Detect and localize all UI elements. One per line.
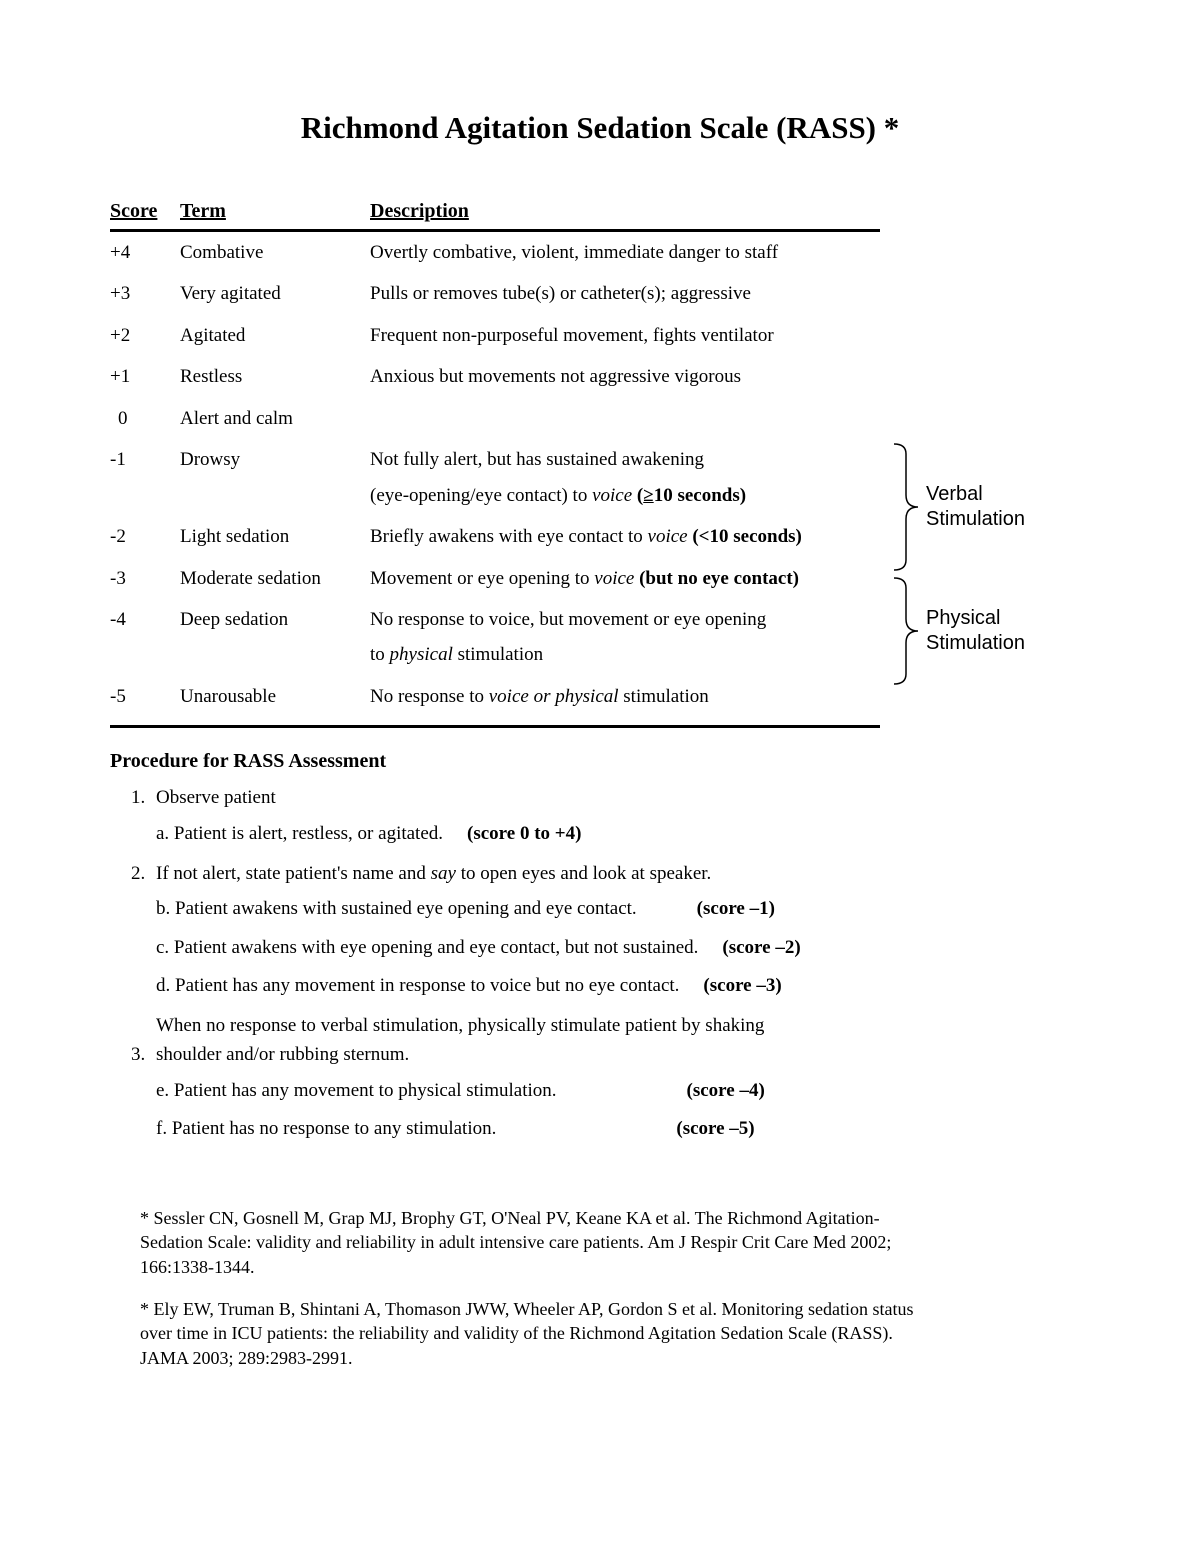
term-cell: Very agitated xyxy=(180,273,370,314)
term-cell: Restless xyxy=(180,356,370,397)
step-text: If not alert, state patient's name and s… xyxy=(156,863,711,884)
table-row: -3 Moderate sedation Movement or eye ope… xyxy=(110,558,880,599)
table-row: +1 Restless Anxious but movements not ag… xyxy=(110,356,880,397)
substep-text: f. Patient has no response to any stimul… xyxy=(156,1112,496,1146)
col-score: Score xyxy=(110,194,180,231)
physical-label: PhysicalStimulation xyxy=(926,606,1025,656)
procedure-substep: c. Patient awakens with eye opening and … xyxy=(156,931,1090,965)
substep-text: a. Patient is alert, restless, or agitat… xyxy=(156,817,443,851)
substep-score: (score –5) xyxy=(676,1112,754,1146)
procedure-substep: f. Patient has no response to any stimul… xyxy=(156,1112,1090,1146)
desc-cell: Anxious but movements not aggressive vig… xyxy=(370,356,880,397)
substep-score: (score –2) xyxy=(722,931,800,965)
procedure-substep: e. Patient has any movement to physical … xyxy=(156,1074,1090,1108)
col-term: Term xyxy=(180,194,370,231)
table-header-row: Score Term Description xyxy=(110,194,880,231)
brace-icon xyxy=(892,576,922,686)
desc-cell: Briefly awakens with eye contact to voic… xyxy=(370,516,880,557)
table-row: -2 Light sedation Briefly awakens with e… xyxy=(110,516,880,557)
table-row: +4 Combative Overtly combative, violent,… xyxy=(110,231,880,274)
desc-cell: No response to voice or physical stimula… xyxy=(370,676,880,727)
procedure-step: When no response to verbal stimulation, … xyxy=(150,1011,1090,1146)
desc-cell: Pulls or removes tube(s) or catheter(s);… xyxy=(370,273,880,314)
procedure-substep: a. Patient is alert, restless, or agitat… xyxy=(156,817,1090,851)
substep-score: (score –3) xyxy=(703,969,781,1003)
substep-score: (score –1) xyxy=(697,892,775,926)
desc-text: (eye-opening/eye contact) to voice (≥10 … xyxy=(370,481,876,510)
desc-cell: No response to voice, but movement or ey… xyxy=(370,599,880,676)
desc-cell: Frequent non-purposeful movement, fights… xyxy=(370,315,880,356)
term-cell: Moderate sedation xyxy=(180,558,370,599)
step-text: When no response to verbal stimulation, … xyxy=(156,1011,766,1070)
desc-cell: Movement or eye opening to voice (but no… xyxy=(370,558,880,599)
score-cell: -5 xyxy=(110,676,180,727)
score-cell: -1 xyxy=(110,439,180,516)
rass-table: Score Term Description +4 Combative Over… xyxy=(110,194,880,728)
term-cell: Deep sedation xyxy=(180,599,370,676)
procedure-substep: d. Patient has any movement in response … xyxy=(156,969,1090,1003)
term-cell: Alert and calm xyxy=(180,398,370,439)
table-row: +3 Very agitated Pulls or removes tube(s… xyxy=(110,273,880,314)
procedure-heading: Procedure for RASS Assessment xyxy=(110,750,1090,773)
table-row: 0 Alert and calm xyxy=(110,398,880,439)
score-cell: +4 xyxy=(110,231,180,274)
table-row: -5 Unarousable No response to voice or p… xyxy=(110,676,880,727)
desc-cell: Overtly combative, violent, immediate da… xyxy=(370,231,880,274)
score-cell: +1 xyxy=(110,356,180,397)
page: Richmond Agitation Sedation Scale (RASS)… xyxy=(0,0,1200,1553)
substep-text: b. Patient awakens with sustained eye op… xyxy=(156,892,637,926)
score-cell: -2 xyxy=(110,516,180,557)
desc-text: No response to voice, but movement or ey… xyxy=(370,605,876,634)
table-row: -4 Deep sedation No response to voice, b… xyxy=(110,599,880,676)
verbal-brace: VerbalStimulation xyxy=(892,442,1112,572)
procedure-step: If not alert, state patient's name and s… xyxy=(150,859,1090,1003)
substep-text: c. Patient awakens with eye opening and … xyxy=(156,931,698,965)
substep-text: e. Patient has any movement to physical … xyxy=(156,1074,557,1108)
substep-score: (score 0 to +4) xyxy=(467,817,581,851)
desc-cell xyxy=(370,398,880,439)
table-row: +2 Agitated Frequent non-purposeful move… xyxy=(110,315,880,356)
reference-text: * Sessler CN, Gosnell M, Grap MJ, Brophy… xyxy=(140,1206,940,1279)
score-cell: 0 xyxy=(110,398,180,439)
verbal-label: VerbalStimulation xyxy=(926,482,1025,532)
reference-text: * Ely EW, Truman B, Shintani A, Thomason… xyxy=(140,1297,940,1370)
table-row: -1 Drowsy Not fully alert, but has susta… xyxy=(110,439,880,516)
procedure-step: Observe patient a. Patient is alert, res… xyxy=(150,783,1090,851)
references: * Sessler CN, Gosnell M, Grap MJ, Brophy… xyxy=(140,1206,940,1370)
col-desc: Description xyxy=(370,194,880,231)
physical-brace: PhysicalStimulation xyxy=(892,576,1112,686)
brace-icon xyxy=(892,442,922,572)
score-cell: +3 xyxy=(110,273,180,314)
term-cell: Drowsy xyxy=(180,439,370,516)
term-cell: Agitated xyxy=(180,315,370,356)
score-cell: -3 xyxy=(110,558,180,599)
procedure-substep: b. Patient awakens with sustained eye op… xyxy=(156,892,1090,926)
term-cell: Unarousable xyxy=(180,676,370,727)
desc-cell: Not fully alert, but has sustained awake… xyxy=(370,439,880,516)
page-title: Richmond Agitation Sedation Scale (RASS)… xyxy=(110,110,1090,146)
substep-text: d. Patient has any movement in response … xyxy=(156,969,679,1003)
score-cell: +2 xyxy=(110,315,180,356)
desc-text: to physical stimulation xyxy=(370,640,876,669)
step-text: Observe patient xyxy=(156,787,276,808)
term-cell: Light sedation xyxy=(180,516,370,557)
score-cell: -4 xyxy=(110,599,180,676)
desc-text: Not fully alert, but has sustained awake… xyxy=(370,445,876,474)
term-cell: Combative xyxy=(180,231,370,274)
rass-table-wrap: Score Term Description +4 Combative Over… xyxy=(110,194,1090,728)
procedure-list: Observe patient a. Patient is alert, res… xyxy=(150,783,1090,1146)
substep-score: (score –4) xyxy=(687,1074,765,1108)
